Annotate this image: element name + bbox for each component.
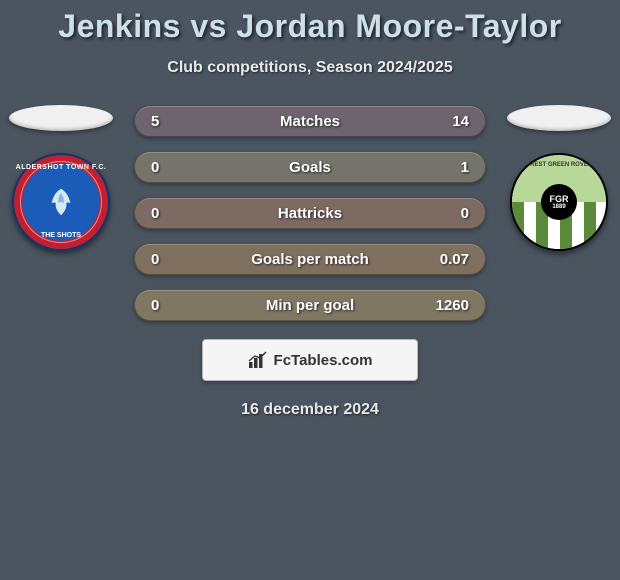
badge-left-text-bottom: THE SHOTS bbox=[41, 232, 81, 239]
main-row: ALDERSHOT TOWN F.C. THE SHOTS 5 Matches 14… bbox=[0, 105, 620, 335]
badge-center-circle: FGR 1889 bbox=[541, 184, 577, 220]
subtitle: Club competitions, Season 2024/2025 bbox=[0, 59, 620, 77]
player-ellipse-left bbox=[9, 105, 113, 131]
stat-row: 0 Goals 1 bbox=[134, 151, 486, 183]
chart-icon bbox=[248, 351, 268, 369]
badge-center-bottom: 1889 bbox=[552, 204, 565, 210]
stat-value-right: 1 bbox=[429, 159, 469, 176]
stat-value-right: 0.07 bbox=[429, 251, 469, 268]
aldershot-badge: ALDERSHOT TOWN F.C. THE SHOTS bbox=[12, 153, 110, 251]
stat-value-left: 0 bbox=[151, 251, 191, 268]
stat-label: Goals per match bbox=[251, 251, 369, 268]
stat-value-left: 0 bbox=[151, 297, 191, 314]
footer-label: FcTables.com bbox=[274, 352, 373, 369]
stat-value-left: 5 bbox=[151, 113, 191, 130]
badge-right-text: FOREST GREEN ROVERS bbox=[522, 162, 596, 168]
infographic-container: Jenkins vs Jordan Moore-Taylor Club comp… bbox=[0, 0, 620, 419]
stat-row: 0 Goals per match 0.07 bbox=[134, 243, 486, 275]
left-side: ALDERSHOT TOWN F.C. THE SHOTS bbox=[6, 105, 116, 251]
stat-label: Min per goal bbox=[266, 297, 354, 314]
stat-row: 0 Min per goal 1260 bbox=[134, 289, 486, 321]
stat-label: Hattricks bbox=[278, 205, 342, 222]
right-side: FOREST GREEN ROVERS FGR 1889 bbox=[504, 105, 614, 251]
footer-attribution: FcTables.com bbox=[202, 339, 418, 381]
page-title: Jenkins vs Jordan Moore-Taylor bbox=[0, 8, 620, 45]
phoenix-icon bbox=[40, 181, 82, 223]
badge-left-text-top: ALDERSHOT TOWN F.C. bbox=[16, 164, 107, 171]
stat-label: Goals bbox=[289, 159, 331, 176]
player-ellipse-right bbox=[507, 105, 611, 131]
stat-row: 5 Matches 14 bbox=[134, 105, 486, 137]
stat-value-left: 0 bbox=[151, 205, 191, 222]
forest-green-badge: FOREST GREEN ROVERS FGR 1889 bbox=[510, 153, 608, 251]
badge-center-top: FGR bbox=[550, 195, 569, 204]
stat-value-right: 1260 bbox=[429, 297, 469, 314]
stat-label: Matches bbox=[280, 113, 340, 130]
stat-value-left: 0 bbox=[151, 159, 191, 176]
stat-row: 0 Hattricks 0 bbox=[134, 197, 486, 229]
stat-value-right: 14 bbox=[429, 113, 469, 130]
stat-value-right: 0 bbox=[429, 205, 469, 222]
stats-column: 5 Matches 14 0 Goals 1 0 Hattricks 0 0 Goals per m… bbox=[116, 105, 504, 335]
date-text: 16 december 2024 bbox=[0, 401, 620, 419]
